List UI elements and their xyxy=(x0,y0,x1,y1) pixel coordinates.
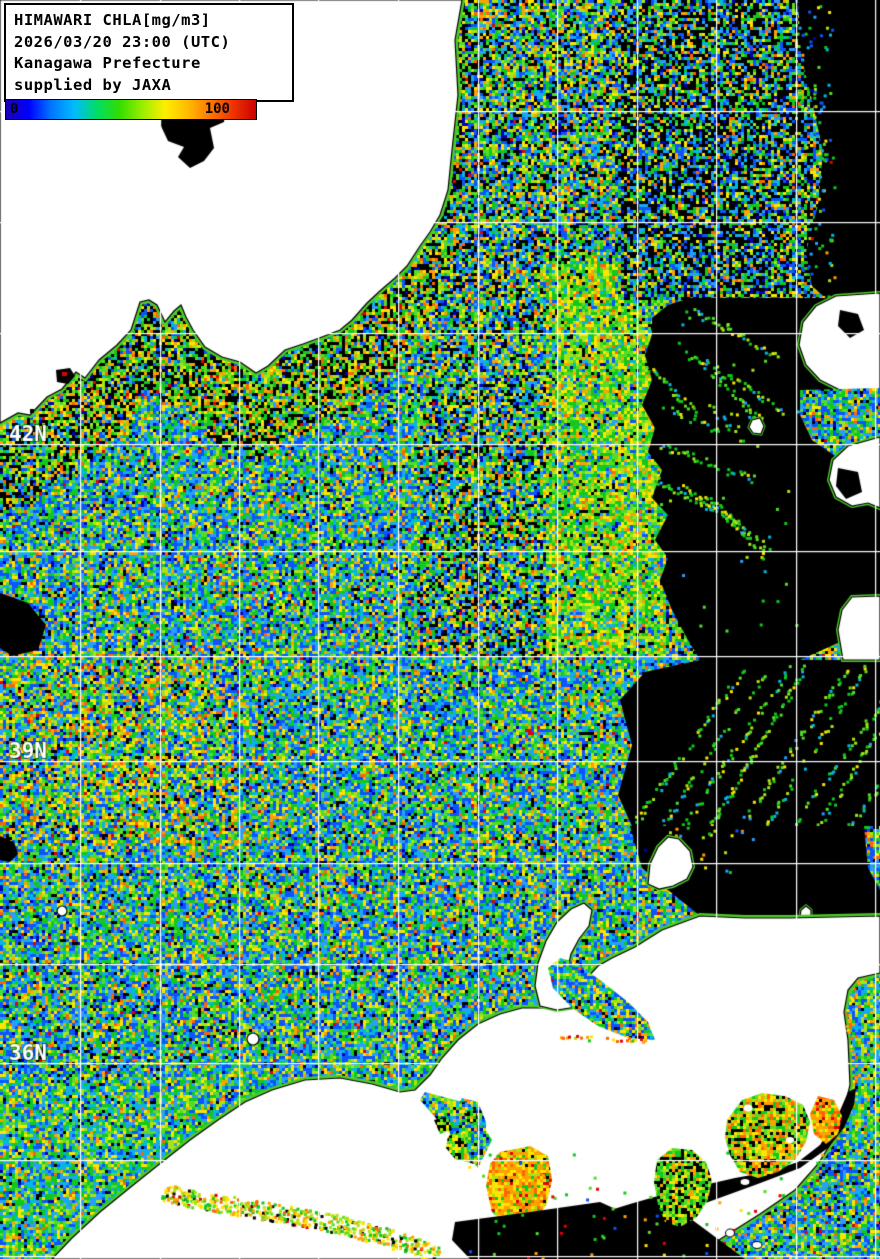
color-scale-gradient xyxy=(6,100,256,119)
map-title-credit: supplied by JAXA xyxy=(14,75,172,94)
map-title-datetime: 2026/03/20 23:00 (UTC) xyxy=(14,32,231,51)
map-title-region: Kanagawa Prefecture xyxy=(14,54,201,72)
map-title-product: HIMAWARI CHLA[mg/m3] xyxy=(14,11,211,29)
map-title-box: HIMAWARI CHLA[mg/m3] 2026/03/20 23:00 (U… xyxy=(4,3,294,102)
color-scale-max-label: 100 xyxy=(204,101,230,117)
color-scale-min-label: 0 xyxy=(10,101,19,117)
color-scale-bar: 0 100 xyxy=(5,99,257,120)
